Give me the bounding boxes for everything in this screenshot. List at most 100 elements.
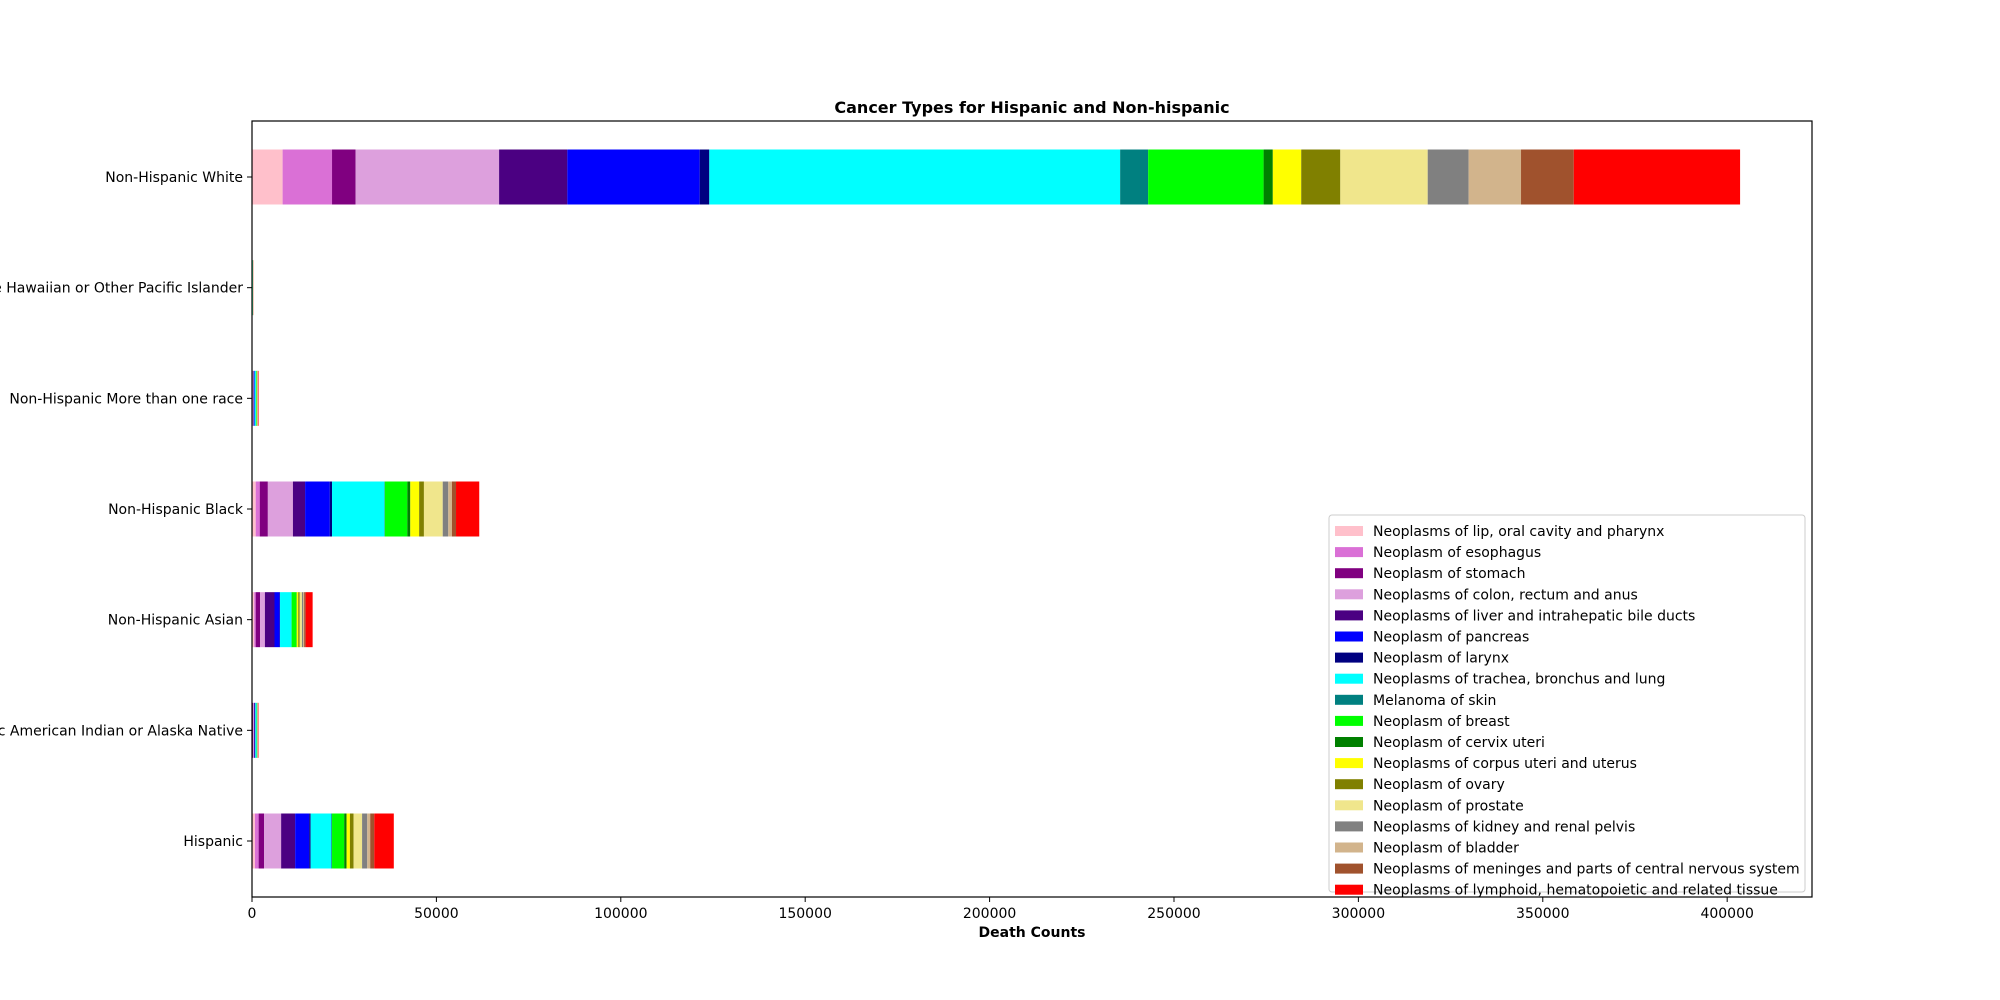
bar-segment xyxy=(362,813,368,869)
bar-segment xyxy=(1468,149,1522,205)
legend-label: Neoplasm of pancreas xyxy=(1373,630,1529,646)
bar-segment xyxy=(303,592,305,648)
bar-segment xyxy=(255,592,261,648)
legend-swatch xyxy=(1335,779,1363,790)
bar-segment xyxy=(252,370,254,426)
bar-segment xyxy=(332,481,385,537)
bar-segment xyxy=(419,481,424,537)
bar-segment xyxy=(253,370,255,426)
bar-segment xyxy=(448,481,452,537)
x-tick-label: 100000 xyxy=(594,906,647,922)
legend-label: Neoplasms of lymphoid, hematopoietic and… xyxy=(1373,883,1778,899)
legend-label: Neoplasm of breast xyxy=(1373,714,1510,730)
bar-segment xyxy=(374,813,394,869)
bar-segment xyxy=(1427,149,1469,205)
bar-segment xyxy=(423,481,443,537)
y-tick-label: Non-Hispanic Native Hawaiian or Other Pa… xyxy=(0,281,243,297)
legend-label: Neoplasms of liver and intrahepatic bile… xyxy=(1373,608,1695,624)
bar-segment xyxy=(252,481,256,537)
x-tick-label: 300000 xyxy=(1332,906,1385,922)
bar-segment xyxy=(456,481,480,537)
bar-segment xyxy=(567,149,700,205)
bar-segment xyxy=(305,481,330,537)
legend-box xyxy=(1328,514,1806,893)
bar-segment xyxy=(252,592,255,648)
bar-segment xyxy=(1263,149,1273,205)
bar-segment xyxy=(353,813,363,869)
bar-segment xyxy=(1573,149,1741,205)
legend-label: Neoplasm of ovary xyxy=(1373,777,1505,793)
bar-segment xyxy=(1340,149,1428,205)
bar-segment xyxy=(410,481,420,537)
bar-segment xyxy=(367,813,371,869)
legend-swatch xyxy=(1335,631,1363,642)
x-axis-label: Death Counts xyxy=(979,925,1086,941)
legend-swatch xyxy=(1335,589,1363,600)
legend-label: Neoplasms of meninges and parts of centr… xyxy=(1373,862,1800,878)
chart-title: Cancer Types for Hispanic and Non-hispan… xyxy=(834,98,1229,117)
y-tick-label: Non-Hispanic American Indian or Alaska N… xyxy=(0,723,243,739)
legend-swatch xyxy=(1335,715,1363,726)
bar-segment xyxy=(254,370,256,426)
bar-segment xyxy=(253,702,255,758)
legend-label: Neoplasms of kidney and renal pelvis xyxy=(1373,819,1635,835)
bar-segment xyxy=(282,149,333,205)
bar-segment xyxy=(304,592,306,648)
bar-segment xyxy=(332,149,356,205)
bar-segment xyxy=(280,592,292,648)
legend-swatch xyxy=(1335,821,1363,832)
bar-segment xyxy=(309,813,311,869)
bar-segment xyxy=(291,592,297,648)
y-tick-label: Non-Hispanic White xyxy=(105,170,243,186)
x-tick-label: 400000 xyxy=(1700,906,1753,922)
bar-segment xyxy=(384,481,408,537)
legend-label: Melanoma of skin xyxy=(1373,693,1496,709)
bar-segment xyxy=(329,481,333,537)
legend-swatch xyxy=(1335,673,1363,684)
bar-segment xyxy=(301,592,304,648)
bar-segment xyxy=(299,592,302,648)
legend-label: Neoplasm of larynx xyxy=(1373,651,1509,667)
legend-swatch xyxy=(1335,610,1363,621)
bar-segment xyxy=(274,592,280,648)
legend-label: Neoplasms of trachea, bronchus and lung xyxy=(1373,672,1665,688)
bar-segment xyxy=(254,702,256,758)
bar-segment xyxy=(344,813,347,869)
bar-segment xyxy=(254,813,259,869)
y-tick-label: Non-Hispanic Black xyxy=(108,502,244,518)
x-tick-label: 0 xyxy=(248,906,257,922)
legend-swatch xyxy=(1335,842,1363,853)
bar-segment xyxy=(296,592,299,648)
bar-segment xyxy=(1148,149,1264,205)
bar-segment xyxy=(259,481,268,537)
bar-segment xyxy=(298,592,300,648)
bar-segment xyxy=(349,813,354,869)
legend-label: Neoplasm of stomach xyxy=(1373,566,1525,582)
bar-segment xyxy=(370,813,375,869)
bar-segment xyxy=(442,481,449,537)
bar-segment xyxy=(451,481,457,537)
bar-segment xyxy=(699,149,710,205)
bar-segment xyxy=(332,813,345,869)
bar-segment xyxy=(267,481,293,537)
legend-swatch xyxy=(1335,800,1363,811)
x-tick-label: 350000 xyxy=(1516,906,1569,922)
legend-label: Neoplasms of corpus uteri and uterus xyxy=(1373,756,1637,772)
legend-label: Neoplasm of bladder xyxy=(1373,841,1519,857)
bar-segment xyxy=(310,813,332,869)
x-tick-label: 50000 xyxy=(414,906,459,922)
bar-segment xyxy=(255,481,260,537)
bar-segment xyxy=(407,481,411,537)
legend-swatch xyxy=(1335,758,1363,769)
bar-segment xyxy=(331,813,333,869)
legend-swatch xyxy=(1335,884,1363,895)
bar-segment xyxy=(252,149,283,205)
bar-segment xyxy=(264,813,282,869)
bar-segment xyxy=(281,813,296,869)
bar-segment xyxy=(252,813,255,869)
bar-segment xyxy=(709,149,1121,205)
bar-segment xyxy=(258,813,265,869)
bar-segment xyxy=(1521,149,1574,205)
bar-segment xyxy=(346,813,350,869)
